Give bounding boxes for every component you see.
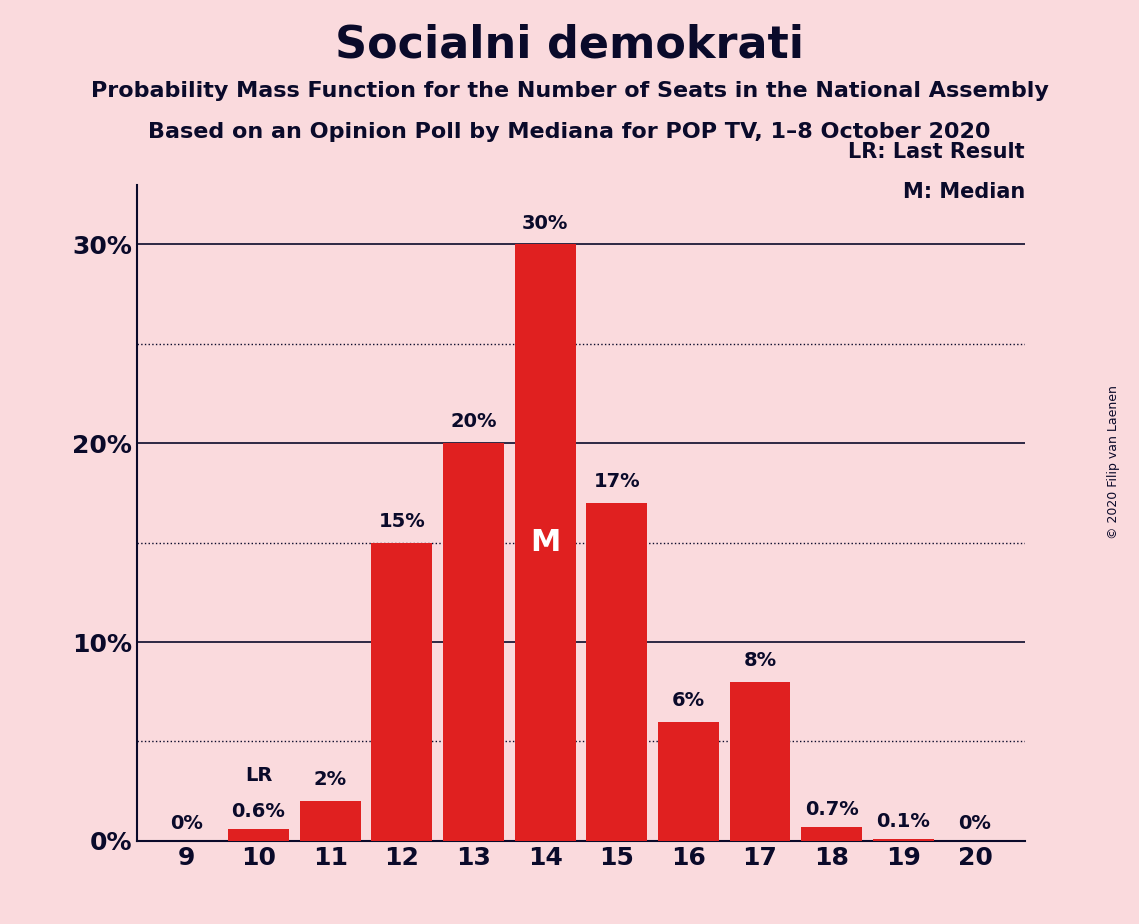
Text: 6%: 6% — [672, 690, 705, 710]
Text: 17%: 17% — [593, 472, 640, 491]
Text: 0.1%: 0.1% — [876, 812, 931, 831]
Text: 0%: 0% — [171, 814, 203, 833]
Text: 20%: 20% — [450, 412, 497, 432]
Text: M: Median: M: Median — [903, 181, 1025, 201]
Bar — [228, 829, 289, 841]
Bar — [658, 722, 719, 841]
Text: Based on an Opinion Poll by Mediana for POP TV, 1–8 October 2020: Based on an Opinion Poll by Mediana for … — [148, 122, 991, 142]
Text: M: M — [530, 529, 560, 557]
Bar — [872, 839, 934, 841]
Text: 30%: 30% — [522, 213, 568, 233]
Text: LR: Last Result: LR: Last Result — [849, 142, 1025, 162]
Text: LR: LR — [245, 766, 272, 785]
Text: 0%: 0% — [959, 814, 991, 833]
Bar — [443, 444, 503, 841]
Text: © 2020 Filip van Laenen: © 2020 Filip van Laenen — [1107, 385, 1121, 539]
Text: 0.6%: 0.6% — [231, 802, 286, 821]
Text: Socialni demokrati: Socialni demokrati — [335, 23, 804, 67]
Text: 15%: 15% — [378, 512, 425, 530]
Bar — [730, 682, 790, 841]
Bar — [587, 503, 647, 841]
Bar — [515, 245, 575, 841]
Text: 2%: 2% — [313, 770, 346, 789]
Bar — [300, 801, 361, 841]
Text: Probability Mass Function for the Number of Seats in the National Assembly: Probability Mass Function for the Number… — [91, 81, 1048, 102]
Bar — [801, 827, 862, 841]
Text: 8%: 8% — [744, 650, 777, 670]
Bar — [371, 542, 432, 841]
Text: 0.7%: 0.7% — [805, 800, 859, 819]
